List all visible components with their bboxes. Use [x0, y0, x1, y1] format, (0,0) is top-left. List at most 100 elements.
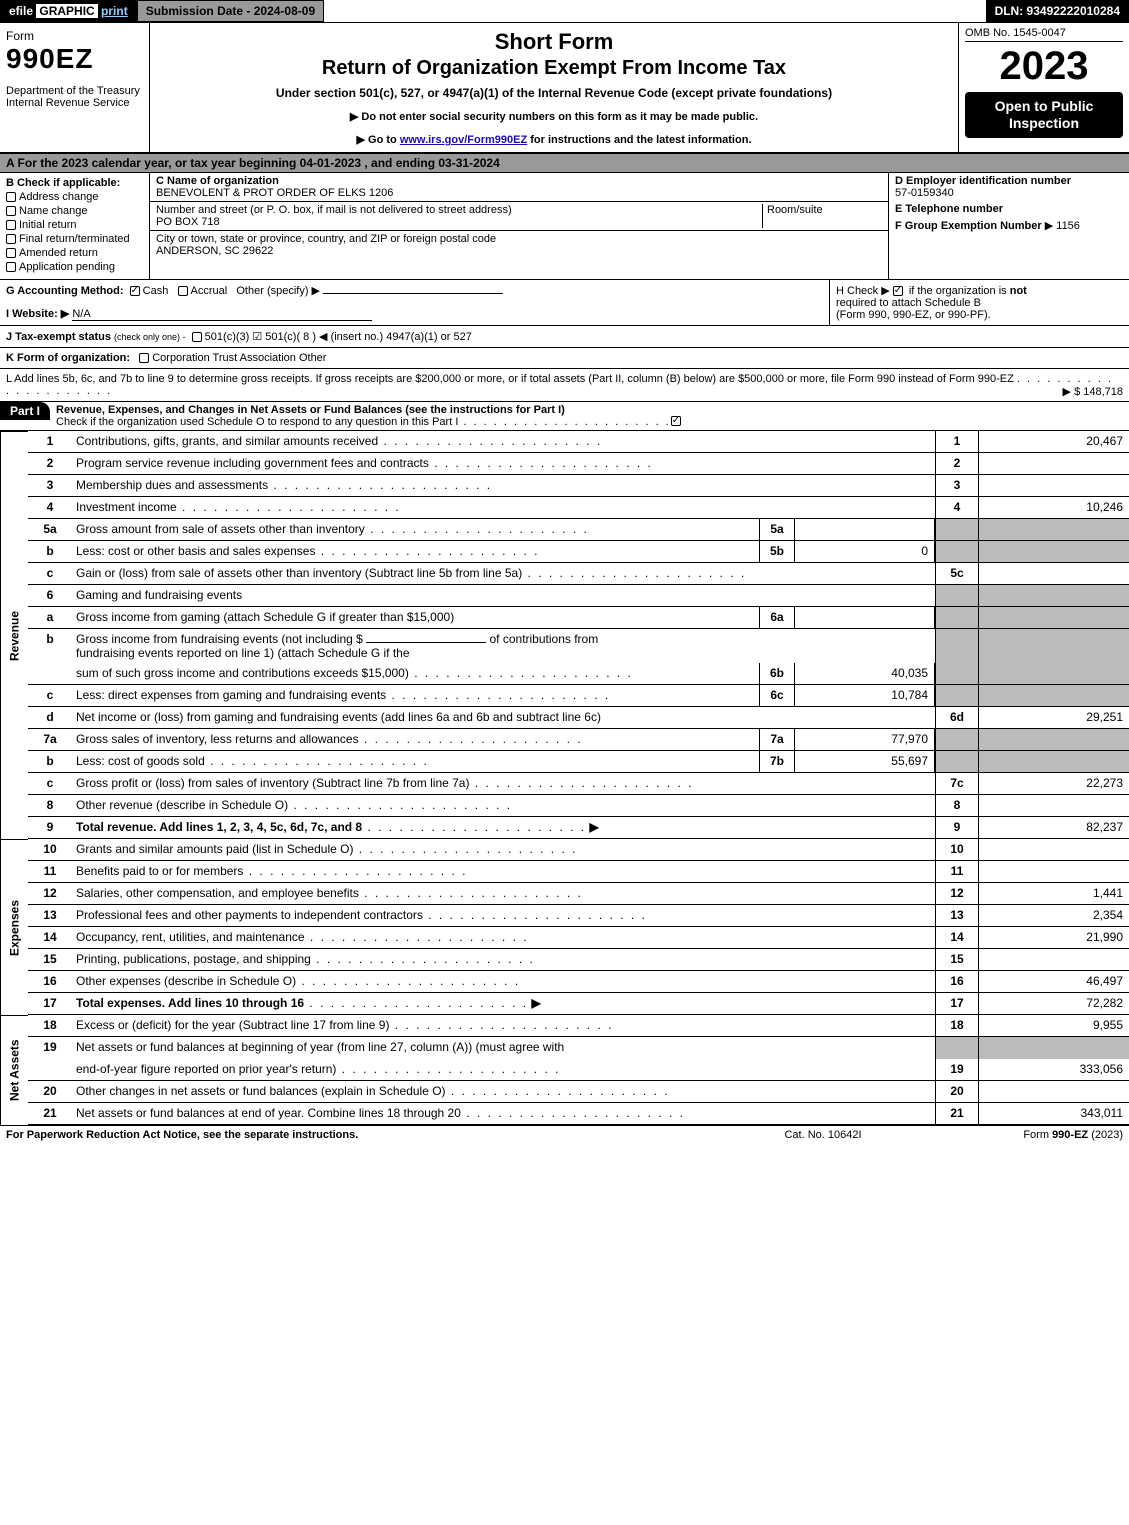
- desc: Net assets or fund balances at beginning…: [72, 1037, 935, 1059]
- j-sub: (check only one) -: [114, 332, 186, 342]
- line-5c: c Gain or (loss) from sale of assets oth…: [28, 563, 1129, 585]
- rbox-shaded: [935, 729, 979, 750]
- desc: Total revenue. Add lines 1, 2, 3, 4, 5c,…: [72, 817, 935, 838]
- lineno: d: [28, 707, 72, 728]
- rbox: 16: [935, 971, 979, 992]
- midbox: 6c: [759, 685, 795, 706]
- note-ssn: ▶ Do not enter social security numbers o…: [158, 110, 950, 123]
- desc: Other expenses (describe in Schedule O): [72, 971, 935, 992]
- side-revenue: Revenue: [0, 431, 28, 839]
- desc: Less: direct expenses from gaming and fu…: [72, 685, 759, 706]
- b-opt-final[interactable]: Final return/terminated: [6, 233, 143, 245]
- b-opt-initial[interactable]: Initial return: [6, 219, 143, 231]
- desc: Excess or (deficit) for the year (Subtra…: [72, 1015, 935, 1036]
- value: 9,955: [979, 1015, 1129, 1036]
- note-link-row: ▶ Go to www.irs.gov/Form990EZ for instru…: [158, 133, 950, 146]
- line-18: 18Excess or (deficit) for the year (Subt…: [28, 1015, 1129, 1037]
- rbox: 4: [935, 497, 979, 518]
- c-name-block: C Name of organization BENEVOLENT & PROT…: [150, 173, 888, 202]
- desc: Gaming and fundraising events: [72, 585, 935, 606]
- org-name: BENEVOLENT & PROT ORDER OF ELKS 1206: [156, 187, 393, 199]
- c-city-block: City or town, state or province, country…: [150, 231, 888, 259]
- value: 21,990: [979, 927, 1129, 948]
- midval: 77,970: [795, 729, 935, 750]
- lineno: b: [28, 541, 72, 562]
- dept-label: Department of the Treasury Internal Reve…: [6, 85, 143, 109]
- page-footer: For Paperwork Reduction Act Notice, see …: [0, 1125, 1129, 1144]
- open-to-public: Open to Public Inspection: [965, 92, 1123, 138]
- rval-shaded: [979, 1037, 1129, 1059]
- lineno: 5a: [28, 519, 72, 540]
- rbox: 15: [935, 949, 979, 970]
- f-group-row: F Group Exemption Number ▶ 1156: [895, 219, 1123, 232]
- net-assets-block: Net Assets 18Excess or (deficit) for the…: [0, 1015, 1129, 1125]
- rbox: 2: [935, 453, 979, 474]
- graphic-text: GRAPHIC: [36, 4, 97, 18]
- midbox: 6b: [759, 663, 795, 684]
- line-1: 1 Contributions, gifts, grants, and simi…: [28, 431, 1129, 453]
- line-17: 17Total expenses. Add lines 10 through 1…: [28, 993, 1129, 1015]
- f-group-label: F Group Exemption Number: [895, 220, 1042, 232]
- lineno: 6: [28, 585, 72, 606]
- value: 22,273: [979, 773, 1129, 794]
- irs-link[interactable]: www.irs.gov/Form990EZ: [400, 134, 527, 146]
- line-10: 10Grants and similar amounts paid (list …: [28, 839, 1129, 861]
- midval: 55,697: [795, 751, 935, 772]
- b-opt-amended[interactable]: Amended return: [6, 247, 143, 259]
- desc: sum of such gross income and contributio…: [72, 663, 759, 684]
- h-post: if the organization is: [906, 285, 1010, 297]
- lineno: 20: [28, 1081, 72, 1102]
- desc: Other changes in net assets or fund bala…: [72, 1081, 935, 1102]
- desc: Professional fees and other payments to …: [72, 905, 935, 926]
- lineno: a: [28, 607, 72, 628]
- title-main: Return of Organization Exempt From Incom…: [158, 57, 950, 80]
- subtitle: Under section 501(c), 527, or 4947(a)(1)…: [158, 86, 950, 100]
- org-street: PO BOX 718: [156, 216, 220, 228]
- dots: [304, 996, 528, 1010]
- midbox: 5a: [759, 519, 795, 540]
- submission-date: Submission Date - 2024-08-09: [137, 0, 324, 22]
- desc: Membership dues and assessments: [72, 475, 935, 496]
- g-accrual: Accrual: [191, 285, 228, 297]
- value: [979, 563, 1129, 584]
- lineno: 7a: [28, 729, 72, 750]
- line-6a: a Gross income from gaming (attach Sched…: [28, 607, 1129, 629]
- arrow-icon: ▶: [589, 820, 598, 834]
- line-19b: end-of-year figure reported on prior yea…: [28, 1059, 1129, 1081]
- note2-post: for instructions and the latest informat…: [527, 134, 751, 146]
- rbox: 18: [935, 1015, 979, 1036]
- part-i-tab: Part I: [0, 402, 50, 420]
- col-b: B Check if applicable: Address change Na…: [0, 173, 150, 279]
- net-asset-lines: 18Excess or (deficit) for the year (Subt…: [28, 1015, 1129, 1125]
- desc: Benefits paid to or for members: [72, 861, 935, 882]
- desc: Printing, publications, postage, and shi…: [72, 949, 935, 970]
- b-opt-name[interactable]: Name change: [6, 205, 143, 217]
- header-right: OMB No. 1545-0047 2023 Open to Public In…: [959, 23, 1129, 152]
- row-a-period: A For the 2023 calendar year, or tax yea…: [0, 154, 1129, 173]
- part-i-header: Part I Revenue, Expenses, and Changes in…: [0, 402, 1129, 431]
- lineno: 15: [28, 949, 72, 970]
- value: 72,282: [979, 993, 1129, 1014]
- print-link[interactable]: print: [101, 4, 128, 18]
- l-text: L Add lines 5b, 6c, and 7b to line 9 to …: [6, 373, 1014, 385]
- line-7a: 7a Gross sales of inventory, less return…: [28, 729, 1129, 751]
- checkbox-icon: [192, 332, 202, 342]
- line-6d: d Net income or (loss) from gaming and f…: [28, 707, 1129, 729]
- j-opts: 501(c)(3) ☑ 501(c)( 8 ) ◀ (insert no.) 4…: [205, 331, 472, 343]
- line-6: 6 Gaming and fundraising events: [28, 585, 1129, 607]
- b-opt-pending[interactable]: Application pending: [6, 261, 143, 273]
- desc: Gross income from gaming (attach Schedul…: [72, 607, 759, 628]
- part-i-title: Revenue, Expenses, and Changes in Net As…: [56, 404, 565, 416]
- row-l: L Add lines 5b, 6c, and 7b to line 9 to …: [0, 369, 1129, 402]
- g-other-line: [323, 293, 503, 294]
- checkbox-checked-icon: [671, 416, 681, 426]
- rbox: 10: [935, 839, 979, 860]
- midbox: 6a: [759, 607, 795, 628]
- line-15: 15Printing, publications, postage, and s…: [28, 949, 1129, 971]
- form-word: Form: [6, 29, 143, 43]
- rbox: 12: [935, 883, 979, 904]
- h-block: H Check ▶ if the organization is not req…: [829, 280, 1129, 325]
- b-opt-address[interactable]: Address change: [6, 191, 143, 203]
- value: 333,056: [979, 1059, 1129, 1080]
- line-11: 11Benefits paid to or for members11: [28, 861, 1129, 883]
